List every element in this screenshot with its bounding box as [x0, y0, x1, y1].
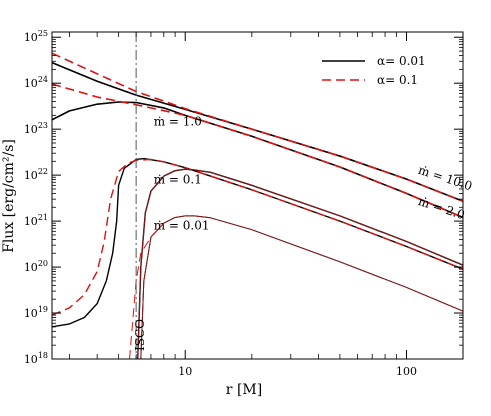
- series-line-7: [140, 215, 463, 359]
- series-line-8: [140, 215, 463, 359]
- annotation-5: ṁ = 0.01: [154, 219, 210, 233]
- plot-frame: [51, 31, 464, 360]
- x-tick-label-100: 100: [396, 365, 417, 378]
- series-line-5: [52, 157, 463, 328]
- y-tick-label-23: 1023: [24, 121, 48, 136]
- annotation-2: ṁ = 2.0: [416, 194, 466, 222]
- series-line-4: [52, 83, 463, 219]
- y-axis-title: Flux [erg/cm²/s]: [1, 139, 17, 253]
- series-line-10: [137, 168, 463, 359]
- legend-label-2: α= 0.1: [377, 73, 418, 87]
- isco-label: ISCO: [133, 319, 147, 351]
- legend: α= 0.01 α= 0.1: [322, 54, 426, 87]
- annotation-4: ṁ = 0.1: [154, 173, 202, 187]
- axis-ticks: 1018 1019 1020 1021 1022 1023 1024 1025 10 100: [24, 29, 463, 378]
- legend-label-1: α= 0.01: [377, 54, 426, 68]
- x-axis-title: r [M]: [226, 382, 262, 398]
- y-tick-label-22: 1022: [24, 167, 48, 182]
- series-line-9: [129, 222, 165, 359]
- series-line-3: [52, 101, 463, 219]
- y-tick-label-25: 1025: [24, 29, 48, 44]
- series-line-11: [137, 168, 463, 359]
- series-line-2: [52, 52, 463, 203]
- annotation-3: ṁ = 1.0: [154, 115, 202, 129]
- y-tick-label-20: 1020: [24, 259, 48, 274]
- y-tick-label-21: 1021: [24, 213, 48, 228]
- series-line-6: [52, 158, 463, 316]
- y-tick-label-24: 1024: [24, 75, 48, 90]
- y-tick-label-19: 1019: [24, 305, 48, 320]
- x-tick-label-10: 10: [178, 365, 192, 378]
- chart-series: [52, 52, 463, 359]
- y-tick-label-18: 1018: [24, 351, 48, 366]
- curve-annotations: ṁ = 10.0ṁ = 2.0 ṁ = 1.0 ṁ = 0.1 ṁ = 0.01: [154, 115, 474, 233]
- annotation-1: ṁ = 10.0: [416, 163, 473, 194]
